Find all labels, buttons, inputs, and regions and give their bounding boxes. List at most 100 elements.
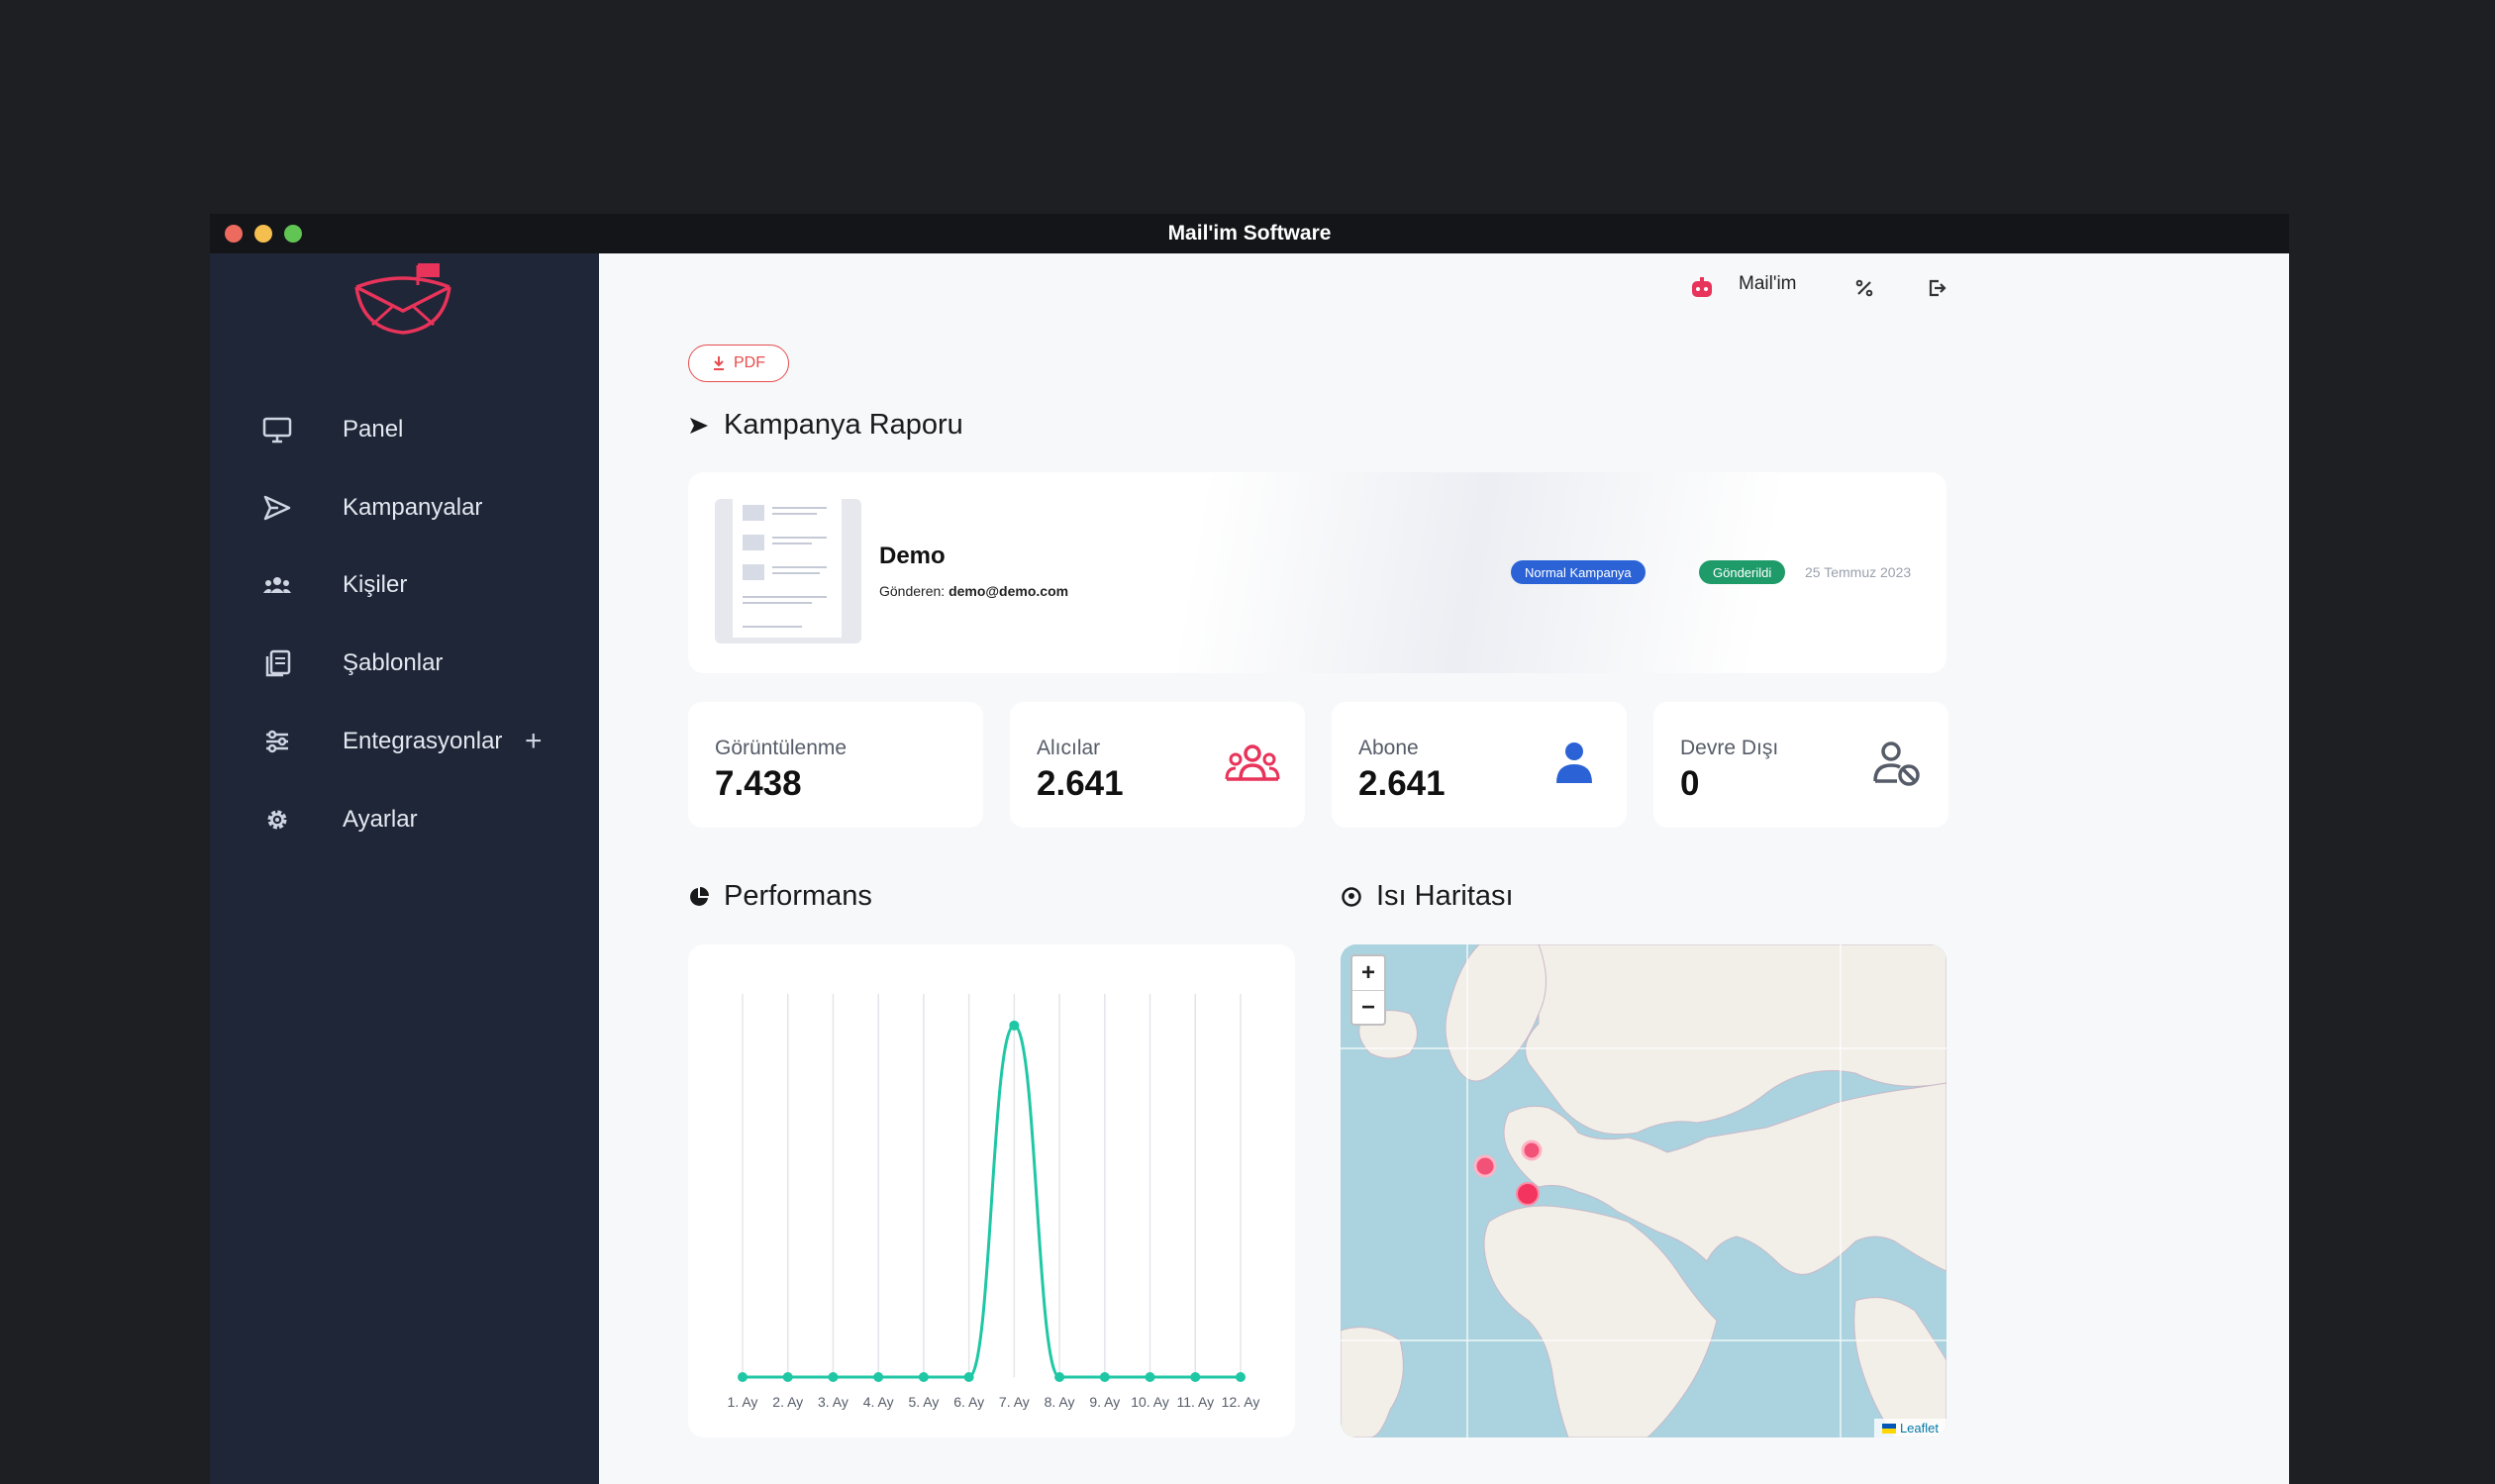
mailim-logo: [354, 263, 451, 335]
chart-x-tick-label: 4. Ay: [863, 1394, 894, 1410]
chart-x-tick-label: 2. Ay: [772, 1394, 803, 1410]
zoom-out-button[interactable]: −: [1352, 990, 1384, 1024]
pdf-download-button[interactable]: PDF: [688, 345, 789, 382]
performance-chart-card: 1. Ay 2. Ay 3. Ay 4. Ay 5. Ay 6. Ay 7. Ay 8. Ay…: [688, 944, 1295, 1437]
sidebar-item-label: Ayarlar: [343, 806, 418, 833]
map-pin-icon: [1342, 886, 1361, 907]
send-icon: [259, 490, 295, 526]
chart-point[interactable]: [1236, 1372, 1246, 1382]
download-icon: [714, 356, 724, 370]
stat-card-subscribers: Abone 2.641: [1332, 702, 1627, 828]
pdf-label: PDF: [734, 354, 765, 371]
campaign-sender: Gönderen: demo@demo.com: [879, 583, 1068, 599]
chart-x-tick-label: 11. Ay: [1176, 1394, 1214, 1410]
performance-heading: Performans: [688, 880, 872, 913]
chart-x-tick-label: 5. Ay: [908, 1394, 939, 1410]
campaign-thumbnail: [715, 499, 861, 643]
send-icon: [690, 417, 708, 434]
sidebar-item-label: Kampanyalar: [343, 494, 483, 521]
chart-point[interactable]: [1054, 1372, 1065, 1382]
sidebar-item-label: Entegrasyonlar: [343, 728, 503, 754]
attribution-label: Leaflet: [1899, 1421, 1939, 1435]
report-title: Kampanya Raporu: [724, 409, 963, 441]
user-name[interactable]: Mail'im: [1739, 273, 1797, 294]
stat-card-disabled: Devre Dışı 0: [1653, 702, 1948, 828]
chart-x-tick-label: 9. Ay: [1089, 1394, 1120, 1410]
sidebar: Panel Kampanyalar Kişiler Şablonlar Ente: [210, 253, 599, 1484]
performance-line-chart: 1. Ay 2. Ay 3. Ay 4. Ay 5. Ay 6. Ay 7. Ay 8. Ay…: [728, 994, 1260, 1410]
close-window-button[interactable]: [225, 225, 243, 243]
chart-x-tick-label: 3. Ay: [818, 1394, 848, 1410]
minimize-window-button[interactable]: [254, 225, 272, 243]
report-heading: Kampanya Raporu: [688, 409, 963, 442]
campaign-status-badge: Gönderildi: [1699, 560, 1786, 584]
zoom-in-button[interactable]: +: [1360, 959, 1375, 986]
sidebar-item-entegrasyonlar[interactable]: Entegrasyonlar +: [259, 717, 586, 766]
sidebar-item-kisiler[interactable]: Kişiler: [259, 560, 586, 610]
campaign-card[interactable]: Demo Gönderen: demo@demo.com Normal Kamp…: [688, 472, 1946, 673]
stat-value: 7.438: [715, 764, 802, 803]
sidebar-item-label: Panel: [343, 416, 404, 443]
chart-point[interactable]: [1145, 1372, 1155, 1382]
sidebar-item-panel[interactable]: Panel: [259, 405, 586, 454]
chart-point[interactable]: [1009, 1020, 1020, 1031]
copy-icon: [259, 645, 295, 681]
group-icon: [1225, 744, 1280, 781]
stat-label: Abone: [1358, 737, 1419, 759]
campaign-type-badge: Normal Kampanya: [1511, 560, 1646, 584]
chart-x-tick-label: 7. Ay: [999, 1394, 1030, 1410]
chart-x-tick-label: 12. Ay: [1222, 1394, 1260, 1410]
chart-point[interactable]: [828, 1372, 839, 1382]
app-window: Mail'im Software Panel Kampanyalar: [210, 214, 2289, 1484]
expand-plus-icon[interactable]: +: [525, 725, 543, 757]
stat-card-recipients: Alıcılar 2.641: [1010, 702, 1305, 828]
sender-label: Gönderen:: [879, 583, 946, 599]
chart-point[interactable]: [782, 1372, 793, 1382]
chart-point[interactable]: [873, 1372, 884, 1382]
campaign-name: Demo: [879, 543, 946, 569]
map-attribution[interactable]: Leaflet: [1873, 1419, 1946, 1437]
performance-title: Performans: [724, 880, 872, 912]
person-icon: [1556, 742, 1592, 783]
person-blocked-icon: [1873, 742, 1920, 786]
chart-x-tick-label: 10. Ay: [1131, 1394, 1169, 1410]
stat-value: 2.641: [1037, 764, 1124, 803]
chart-point[interactable]: [1099, 1372, 1110, 1382]
stat-label: Görüntülenme: [715, 737, 848, 759]
gear-icon: [259, 802, 295, 838]
stat-value: 0: [1680, 764, 1700, 803]
heatmap-map[interactable]: + − Leaflet: [1341, 944, 1946, 1437]
logout-icon[interactable]: [1922, 273, 1951, 303]
heatmap-heading: Isı Haritası: [1341, 880, 1514, 913]
chart-point[interactable]: [738, 1372, 748, 1382]
ukraine-flag-icon: [1881, 1423, 1896, 1434]
stat-card-views: Görüntülenme 7.438: [688, 702, 983, 828]
monitor-icon: [259, 412, 295, 447]
users-icon: [259, 567, 295, 603]
chart-x-tick-label: 1. Ay: [728, 1394, 758, 1410]
robot-avatar-icon[interactable]: [1687, 273, 1717, 303]
sidebar-item-kampanyalar[interactable]: Kampanyalar: [259, 483, 586, 533]
stat-value: 2.641: [1358, 764, 1446, 803]
map-zoom-control: + −: [1350, 954, 1386, 1026]
sidebar-item-sablonlar[interactable]: Şablonlar: [259, 639, 586, 688]
integrations-icon: [259, 724, 295, 759]
sender-email: demo@demo.com: [948, 583, 1069, 599]
chart-point[interactable]: [918, 1372, 929, 1382]
pie-chart-icon: [690, 886, 709, 906]
chart-x-tick-label: 6. Ay: [953, 1394, 984, 1410]
maximize-window-button[interactable]: [284, 225, 302, 243]
stat-label: Alıcılar: [1037, 737, 1101, 759]
campaign-date: 25 Temmuz 2023: [1805, 564, 1912, 580]
chart-x-tick-label: 8. Ay: [1045, 1394, 1075, 1410]
window-title: Mail'im Software: [1167, 222, 1332, 245]
sidebar-item-label: Şablonlar: [343, 649, 444, 676]
heatmap-title: Isı Haritası: [1376, 880, 1514, 912]
title-bar: Mail'im Software: [210, 214, 2289, 253]
sidebar-item-ayarlar[interactable]: Ayarlar: [259, 795, 586, 844]
world-map: [1341, 944, 1946, 1437]
percent-icon[interactable]: [1849, 273, 1879, 303]
chart-point[interactable]: [963, 1372, 974, 1382]
stat-label: Devre Dışı: [1680, 737, 1779, 759]
chart-point[interactable]: [1190, 1372, 1201, 1382]
